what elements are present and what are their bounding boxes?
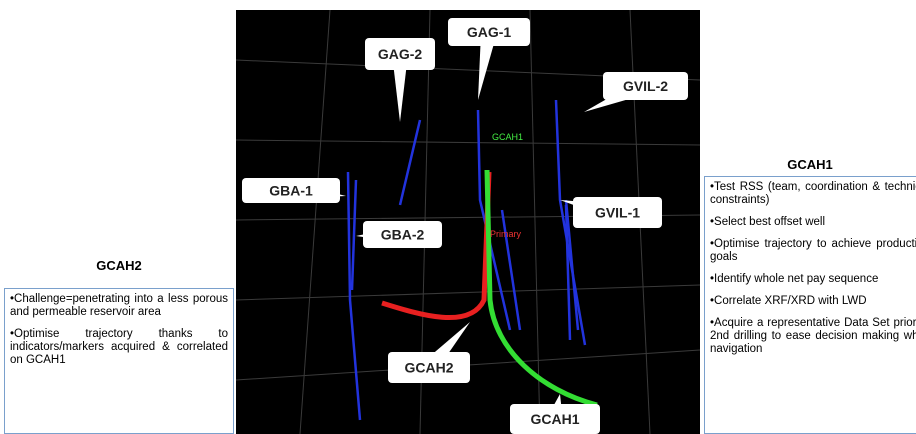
bullet-item: •Select best offset well (710, 216, 826, 228)
callout-label: GCAH2 (404, 360, 453, 376)
bullet-item: •Correlate XRF/XRD with LWD (710, 295, 867, 307)
callout-box (365, 38, 435, 70)
callout-box (242, 178, 340, 203)
callout-label: GVIL-2 (623, 78, 668, 94)
callout-label: GBA-1 (269, 183, 313, 199)
callout-label: GBA-2 (381, 227, 425, 243)
callout-box (388, 352, 470, 383)
callout-label: GVIL-1 (595, 205, 640, 221)
callout-box (603, 72, 688, 100)
bullet-item: •Test RSS (team, coordination & technica… (710, 181, 916, 206)
bullet-item: •Challenge=penetrating into a less porou… (10, 293, 228, 318)
well-image: GCAH1 Primary GAG-2 GAG-1 GVIL-2 GBA-1 GBA-2… (236, 10, 700, 434)
callout-label: GCAH1 (530, 411, 579, 427)
callout-pointer (392, 54, 408, 122)
callout-box (573, 197, 662, 228)
callout-label: GAG-1 (467, 24, 512, 40)
right-wrap: •Test RSS (team, coordination & technica… (704, 176, 916, 434)
callout-box (363, 221, 442, 248)
left-title: GCAH2 (96, 258, 142, 273)
callout-label: GAG-2 (378, 46, 423, 62)
right-box: •Test RSS (team, coordination & technica… (704, 176, 916, 434)
callout-box (510, 404, 600, 434)
left-box: •Challenge=penetrating into a less porou… (4, 288, 234, 434)
trajectory-label: GCAH1 (492, 132, 523, 142)
bullet-item: •Identify whole net pay sequence (710, 273, 879, 285)
callout-box (448, 18, 530, 46)
bullet-item: •Acquire a representative Data Set prior… (710, 317, 916, 355)
right-title: GCAH1 (787, 157, 833, 172)
bullet-item: •Optimise trajectory to achieve producti… (710, 238, 916, 263)
bullet-item: •Optimise trajectory thanks to indicator… (10, 328, 228, 366)
callout-pointer (478, 30, 497, 100)
primary-label: Primary (490, 229, 521, 239)
